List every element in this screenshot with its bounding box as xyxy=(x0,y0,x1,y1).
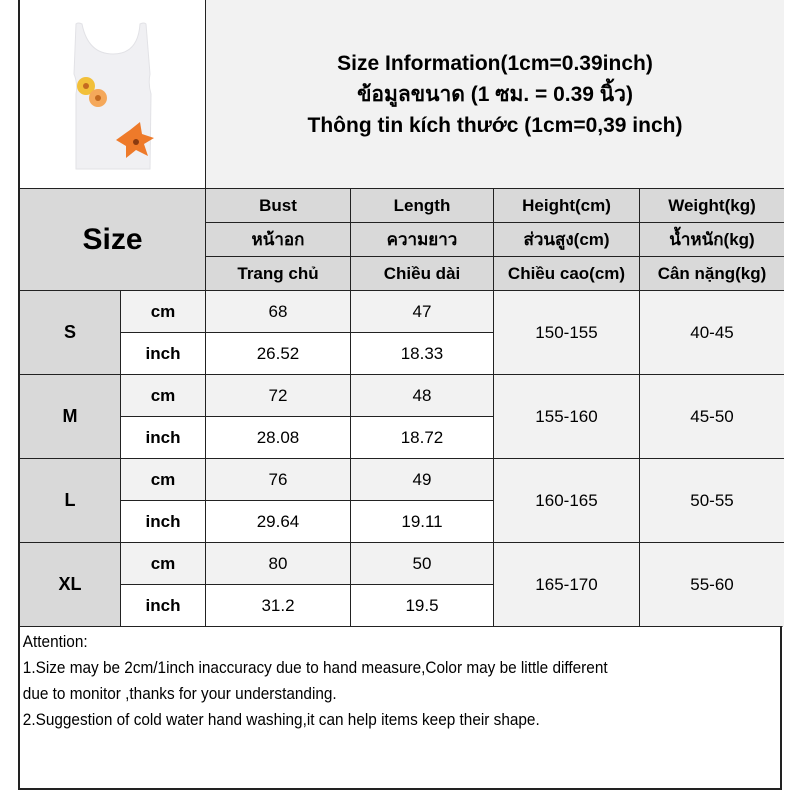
size-label: S xyxy=(20,290,120,374)
attention-notes: Attention: 1.Size may be 2cm/1inch inacc… xyxy=(20,626,783,788)
weight-range: 55-60 xyxy=(639,542,784,626)
unit-inch: inch xyxy=(120,584,205,626)
size-label: L xyxy=(20,458,120,542)
column-header-en: Height(cm) xyxy=(493,188,639,222)
attention-line: 2.Suggestion of cold water hand washing,… xyxy=(22,711,540,729)
column-header-th: หน้าอก xyxy=(205,222,350,256)
length-cm: 49 xyxy=(350,458,493,500)
column-header-th: น้ำหนัก(kg) xyxy=(639,222,784,256)
weight-range: 45-50 xyxy=(639,374,784,458)
height-range: 165-170 xyxy=(493,542,639,626)
product-photo xyxy=(20,0,205,188)
unit-cm: cm xyxy=(120,542,205,584)
unit-inch: inch xyxy=(120,332,205,374)
unit-inch: inch xyxy=(120,500,205,542)
column-header-en: Bust xyxy=(205,188,350,222)
column-header-vi: Cân nặng(kg) xyxy=(639,256,784,290)
attention-line: 1.Size may be 2cm/1inch inaccuracy due t… xyxy=(22,659,608,677)
length-inch: 19.11 xyxy=(350,500,493,542)
bust-inch: 29.64 xyxy=(205,500,350,542)
size-info-title: Size Information(1cm=0.39inch) ข้อมูลขนา… xyxy=(205,0,784,188)
attention-line: due to monitor ,thanks for your understa… xyxy=(22,685,337,703)
length-cm: 48 xyxy=(350,374,493,416)
bust-inch: 31.2 xyxy=(205,584,350,626)
height-range: 160-165 xyxy=(493,458,639,542)
title-vietnamese: Thông tin kích thước (1cm=0,39 inch) xyxy=(307,113,683,137)
size-chart-table: Size Information(1cm=0.39inch) ข้อมูลขนา… xyxy=(18,0,784,790)
weight-range: 40-45 xyxy=(639,290,784,374)
bust-inch: 26.52 xyxy=(205,332,350,374)
title-thai: ข้อมูลขนาด (1 ซม. = 0.39 นิ้ว) xyxy=(357,82,633,106)
column-header-vi: Chiều dài xyxy=(350,256,493,290)
size-label: XL xyxy=(20,542,120,626)
column-header-vi: Chiều cao(cm) xyxy=(493,256,639,290)
unit-cm: cm xyxy=(120,290,205,332)
unit-cm: cm xyxy=(120,458,205,500)
tank-top-image xyxy=(72,22,154,170)
length-inch: 18.72 xyxy=(350,416,493,458)
height-range: 150-155 xyxy=(493,290,639,374)
length-inch: 18.33 xyxy=(350,332,493,374)
column-header-en: Weight(kg) xyxy=(639,188,784,222)
length-inch: 19.5 xyxy=(350,584,493,626)
size-label: M xyxy=(20,374,120,458)
bust-cm: 76 xyxy=(205,458,350,500)
bust-inch: 28.08 xyxy=(205,416,350,458)
column-header-en: Length xyxy=(350,188,493,222)
attention-heading: Attention: xyxy=(22,633,88,651)
weight-range: 50-55 xyxy=(639,458,784,542)
title-english: Size Information(1cm=0.39inch) xyxy=(337,51,653,75)
bust-cm: 80 xyxy=(205,542,350,584)
length-cm: 47 xyxy=(350,290,493,332)
height-range: 155-160 xyxy=(493,374,639,458)
column-header-th: ส่วนสูง(cm) xyxy=(493,222,639,256)
bust-cm: 72 xyxy=(205,374,350,416)
length-cm: 50 xyxy=(350,542,493,584)
size-header: Size xyxy=(20,188,205,290)
unit-inch: inch xyxy=(120,416,205,458)
column-header-th: ความยาว xyxy=(350,222,493,256)
bust-cm: 68 xyxy=(205,290,350,332)
flower-icon xyxy=(76,77,154,158)
column-header-vi: Trang chủ xyxy=(205,256,350,290)
unit-cm: cm xyxy=(120,374,205,416)
